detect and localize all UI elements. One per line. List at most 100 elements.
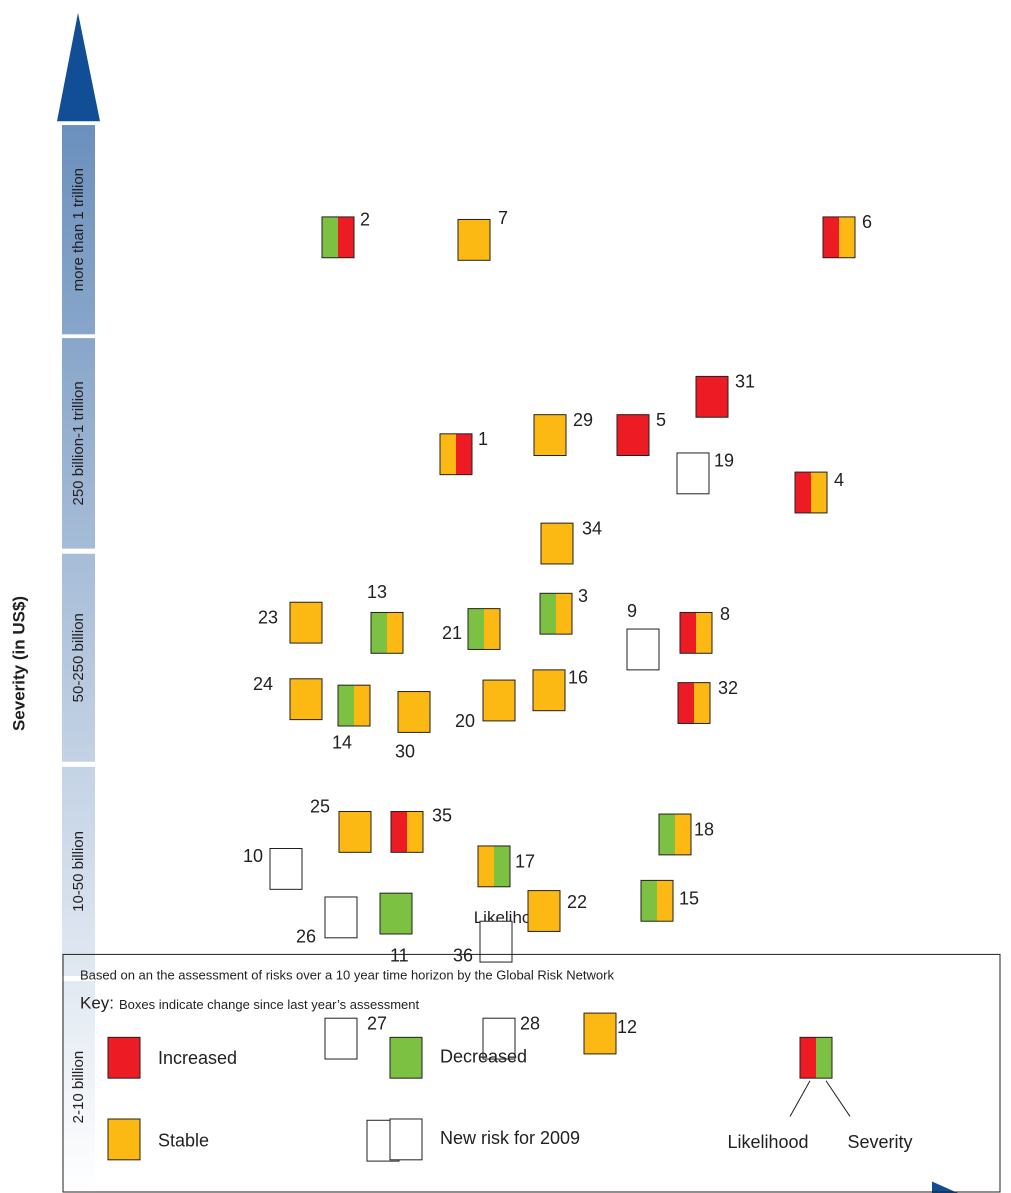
risk-label: 8 xyxy=(720,604,730,624)
key-swatch-outline xyxy=(389,1118,423,1161)
risk-box-right xyxy=(633,414,649,456)
y-band xyxy=(62,766,95,977)
risk-box-left xyxy=(338,685,354,727)
risk-box-right xyxy=(693,452,709,494)
risk-box-left xyxy=(468,608,484,650)
risk-box-right xyxy=(286,848,302,890)
risk-label: 28 xyxy=(520,1013,540,1033)
risk-label: 21 xyxy=(442,623,462,643)
risk-box-left xyxy=(270,848,286,890)
risk-box-left xyxy=(367,1120,383,1162)
risk-label: 10 xyxy=(243,846,263,866)
risk-box-right xyxy=(474,219,490,261)
risk-box-outline xyxy=(695,375,729,418)
risk-box-left xyxy=(290,602,306,644)
risk-box-outline xyxy=(677,682,711,724)
risk-box-left xyxy=(322,216,338,258)
risk-box-outline xyxy=(321,216,355,259)
y-band-label: more than 1 trillion xyxy=(70,168,87,291)
risk-box-left xyxy=(325,896,341,938)
key-example-right: Severity xyxy=(847,1132,912,1152)
risk-box-left xyxy=(627,629,643,670)
key-swatch-left xyxy=(390,1118,406,1160)
risk-box-right xyxy=(306,602,322,644)
risk-label: 36 xyxy=(453,946,473,966)
y-band-label: 250 billion-1 trillion xyxy=(70,381,87,505)
risk-box-right xyxy=(696,612,712,654)
key-swatch-right xyxy=(124,1118,140,1160)
risk-box-right xyxy=(494,845,510,887)
risk-box-right xyxy=(643,629,659,670)
risk-label: 22 xyxy=(567,892,587,912)
key-swatch-outline xyxy=(107,1118,141,1161)
risk-label: 1 xyxy=(478,429,488,449)
risk-box-right xyxy=(694,682,710,724)
risk-label: 15 xyxy=(679,888,699,908)
key-swatch-outline xyxy=(389,1036,423,1079)
risk-label: 12 xyxy=(617,1017,637,1037)
risk-box-right xyxy=(341,896,357,938)
risk-label: 3 xyxy=(578,586,588,606)
risk-box-left xyxy=(795,472,811,513)
x-arrow xyxy=(932,1181,958,1193)
key-example-right xyxy=(816,1037,832,1079)
risk-box-outline xyxy=(479,920,513,963)
risk-label: 24 xyxy=(253,674,273,694)
y-band xyxy=(62,125,95,335)
key-swatch-left xyxy=(108,1118,124,1160)
risk-label: 19 xyxy=(714,451,734,471)
risk-box-outline xyxy=(477,845,511,888)
risk-box-left xyxy=(533,669,549,711)
risk-box-outline xyxy=(616,414,650,457)
risk-box-left xyxy=(534,414,550,456)
risk-box-outline xyxy=(533,414,567,457)
risk-box-outline xyxy=(482,679,516,722)
risk-box-right xyxy=(456,433,472,475)
risk-box-right xyxy=(839,216,855,258)
risk-label: 27 xyxy=(367,1013,387,1033)
risk-box-outline xyxy=(397,691,431,733)
risk-box-outline xyxy=(626,628,660,671)
risk-box-right xyxy=(496,921,512,963)
y-band xyxy=(62,338,95,549)
risk-box-left xyxy=(391,811,407,853)
risk-box-right xyxy=(341,1018,357,1060)
risk-box-right xyxy=(712,376,728,418)
risk-box-left xyxy=(480,921,496,963)
key-example-left xyxy=(800,1037,816,1079)
risk-box-left xyxy=(371,612,387,654)
risk-box-left xyxy=(290,678,306,720)
risk-box-outline xyxy=(324,896,358,939)
risk-box-right xyxy=(549,669,565,711)
key-example-outline xyxy=(799,1036,833,1079)
risk-label: 14 xyxy=(332,733,352,753)
risk-label: 31 xyxy=(735,372,755,392)
risk-label: 7 xyxy=(498,208,508,228)
risk-box-left xyxy=(641,880,657,922)
key-example-left: Likelihood xyxy=(727,1132,808,1152)
key-frame xyxy=(62,953,1001,1193)
risk-box-outline xyxy=(482,1017,516,1060)
risk-label: 9 xyxy=(627,601,637,621)
risk-box-left xyxy=(458,219,474,261)
risk-box-outline xyxy=(338,810,372,853)
key-swatch-right xyxy=(406,1118,422,1160)
risk-box-left xyxy=(339,811,355,853)
risk-label: 32 xyxy=(718,678,738,698)
risk-label: 2 xyxy=(360,209,370,229)
risk-box-outline xyxy=(439,433,473,476)
key-heading: Key: xyxy=(80,994,114,1013)
key-note: Based on an the assessment of risks over… xyxy=(80,968,614,983)
risk-label: 30 xyxy=(395,742,415,762)
risk-box-outline xyxy=(337,684,371,727)
y-arrow xyxy=(57,12,100,122)
risk-box-outline xyxy=(370,611,404,654)
key-pointer xyxy=(825,1080,851,1117)
risk-box-right xyxy=(657,880,673,922)
risk-box-outline xyxy=(289,601,323,644)
risk-box-left xyxy=(483,680,499,721)
y-band-label: 2-10 billion xyxy=(70,1051,87,1124)
risk-box-right xyxy=(550,414,566,456)
key-label: New risk for 2009 xyxy=(440,1128,580,1148)
risk-box-outline xyxy=(289,678,323,721)
